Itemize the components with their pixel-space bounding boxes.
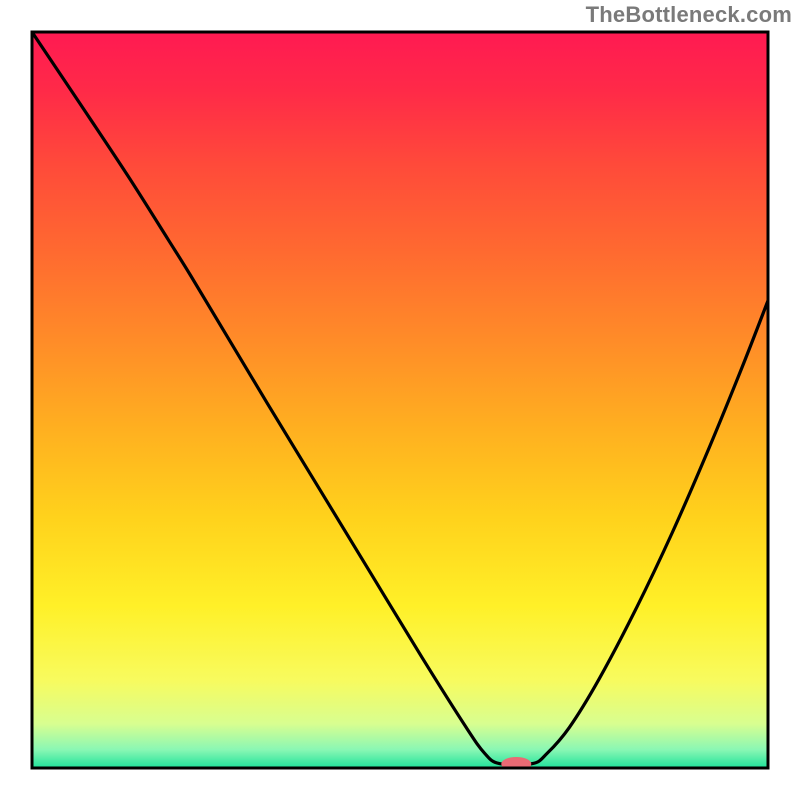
bottleneck-chart: TheBottleneck.com [0,0,800,800]
watermark-text: TheBottleneck.com [586,2,792,28]
chart-canvas [0,0,800,800]
gradient-background [32,32,768,768]
